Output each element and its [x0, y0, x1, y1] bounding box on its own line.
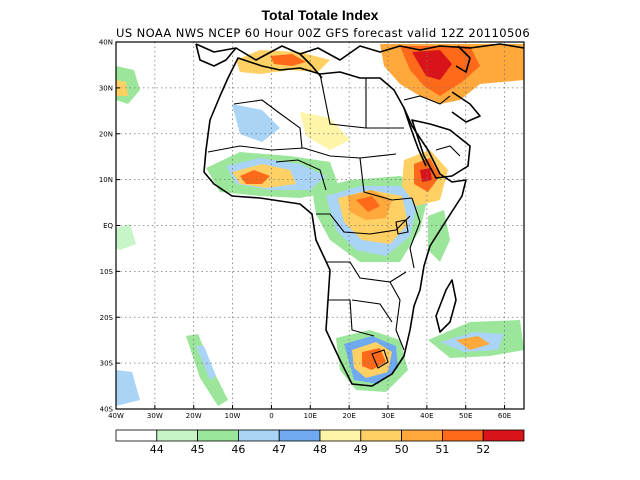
persian-gulf	[451, 91, 481, 123]
shade-sw-corner	[116, 370, 140, 406]
lon-tick-label: 50E	[459, 412, 472, 420]
arabia	[411, 119, 471, 179]
iberia	[195, 43, 237, 67]
lon-tick-label: 40W	[108, 412, 124, 420]
lon-tick-label: 0	[269, 412, 273, 420]
lon-tick-label: 30E	[381, 412, 394, 420]
map-title: Total Totale Index	[261, 7, 379, 23]
shade-central-peak	[356, 196, 380, 212]
lon-tick-label: 30W	[147, 412, 163, 420]
border-south-africa	[371, 349, 389, 369]
border-east	[409, 197, 421, 269]
border-nigeria	[275, 159, 327, 191]
lon-tick-label: 10E	[304, 412, 317, 420]
lat-tick-label: 10N	[99, 176, 113, 184]
shade-egypt	[300, 112, 350, 150]
border-congo	[316, 213, 411, 235]
lat-tick-label: EQ	[103, 222, 113, 230]
madagascar	[435, 279, 457, 333]
lon-tick-label: 10W	[225, 412, 241, 420]
lat-tick-label: 20N	[99, 130, 113, 138]
lat-tick-label: 30S	[100, 360, 114, 368]
red-sea-west	[403, 107, 427, 167]
lat-tick-label: 30N	[99, 84, 113, 92]
border-egypt	[365, 78, 404, 129]
border-libya	[319, 73, 367, 129]
shade-middle-east-peak	[412, 50, 452, 80]
europe-coast	[195, 43, 524, 61]
shade-north-med-core	[270, 54, 306, 66]
border-botswana	[351, 299, 393, 323]
border-algeria	[233, 99, 303, 149]
lon-tick-label: 40E	[420, 412, 433, 420]
border-angola	[326, 261, 407, 283]
lon-tick-label: 60E	[498, 412, 511, 420]
border-mozambique	[389, 281, 405, 351]
shade-west-africa-peak	[240, 170, 270, 184]
lon-tick-label: 20E	[342, 412, 355, 420]
africa-outline	[203, 57, 467, 387]
caspian	[455, 45, 471, 73]
border-namibia	[328, 299, 375, 337]
lat-tick-label: 20S	[100, 314, 114, 322]
border-middle-east	[403, 95, 451, 105]
shade-sahara	[232, 104, 280, 142]
lat-tick-label: 10S	[100, 268, 114, 276]
map-gridlines	[116, 42, 524, 409]
italy	[299, 53, 323, 79]
lat-tick-label: 40S	[100, 406, 114, 414]
border-lake-victoria	[395, 219, 409, 235]
lon-tick-label: 20W	[186, 412, 202, 420]
shade-indian-ocean-core	[456, 336, 490, 350]
africa-coastline	[195, 43, 524, 387]
border-arabia-int	[435, 145, 461, 157]
map-subtitle: US NOAA NWS NCEP 60 Hour 00Z GFS forecas…	[116, 26, 531, 40]
lat-tick-label: 40N	[99, 39, 113, 47]
border-sudan	[359, 157, 413, 201]
country-borders	[207, 73, 461, 369]
shade-ethiopia-peak	[420, 168, 432, 182]
shade-atlantic-eq	[116, 224, 136, 250]
